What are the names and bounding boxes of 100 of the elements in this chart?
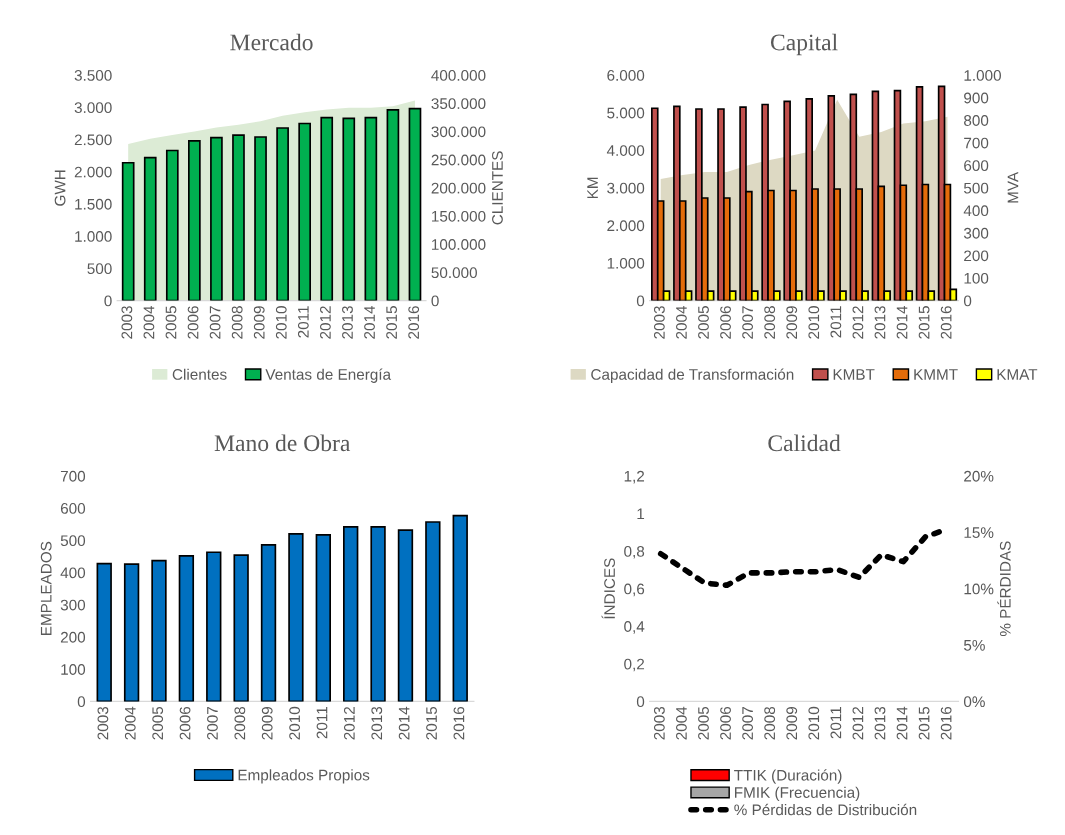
x-tick-label: 2007 xyxy=(742,707,754,740)
x-tick-label: 2016 xyxy=(940,706,952,740)
bar xyxy=(210,136,223,301)
y-tick-label: 0 xyxy=(636,295,645,307)
x-tick-label: 2009 xyxy=(786,706,798,740)
y-tick-label: 0,2 xyxy=(624,658,645,672)
y2-tick-label: 900 xyxy=(964,92,989,104)
x-tick-label: 2006 xyxy=(179,706,191,740)
bar xyxy=(298,122,312,301)
x-tick-label: 2005 xyxy=(698,706,709,740)
bar xyxy=(123,563,140,702)
y-tick-label: 1 xyxy=(637,508,645,520)
bar xyxy=(121,161,135,301)
x-tick-label: 2016 xyxy=(940,306,952,339)
bar xyxy=(320,116,334,301)
y-tick-label: 100 xyxy=(61,664,86,675)
legend-label: KMAT xyxy=(997,369,1038,380)
legend-label: FMIK (Frecuencia) xyxy=(735,786,860,801)
chart-title: Mercado xyxy=(230,33,313,51)
y-tick-label: 1.000 xyxy=(75,231,112,242)
x-tick-label: 2006 xyxy=(720,306,731,339)
x-tick-label: 2009 xyxy=(786,306,798,339)
bar xyxy=(408,107,422,301)
bar xyxy=(370,526,386,702)
x-tick-label: 2008 xyxy=(234,706,246,740)
bar xyxy=(178,554,195,702)
legend-label: KMBT xyxy=(833,369,875,380)
bar xyxy=(386,109,400,301)
legend-label: Empleados Propios xyxy=(238,769,370,784)
x-tick-label: 2005 xyxy=(152,706,164,740)
x-tick-label: 2006 xyxy=(720,706,731,740)
y-tick-label: 3.000 xyxy=(74,102,112,114)
x-tick-label: 2012 xyxy=(852,306,864,339)
y-tick-label: 300 xyxy=(60,599,86,611)
x-tick-label: 2010 xyxy=(808,706,820,740)
x-tick-label: 2014 xyxy=(896,305,908,339)
x-tick-label: 2015 xyxy=(386,306,398,339)
bar xyxy=(343,526,359,702)
bar xyxy=(397,529,414,702)
x-tick-label: 2016 xyxy=(453,706,465,740)
y2-tick-label: 100 xyxy=(964,272,989,284)
x-tick-label: 2013 xyxy=(874,306,886,339)
y-tick-label: 0 xyxy=(636,696,645,708)
y2-tick-label: 250.000 xyxy=(431,154,486,166)
bar xyxy=(315,534,331,702)
y2-tick-label: 0 xyxy=(963,295,972,307)
y-axis-title: GWH xyxy=(54,170,66,206)
y-tick-label: 500 xyxy=(87,263,112,275)
x-tick-label: 2011 xyxy=(830,306,842,338)
y-tick-label: 0,8 xyxy=(624,545,645,559)
y-tick-label: 3.500 xyxy=(74,70,112,81)
x-tick-label: 2015 xyxy=(918,706,930,740)
legend-label: Clientes xyxy=(172,368,227,380)
legend-label: % Pérdidas de Distribución xyxy=(734,803,917,816)
y-axis-title: KM xyxy=(587,177,598,199)
y-axis-title: EMPLEADOS xyxy=(40,541,52,635)
x-tick-label: 2013 xyxy=(874,706,886,740)
y-tick-label: 1.500 xyxy=(75,198,112,210)
x-tick-label: 2012 xyxy=(852,707,864,740)
y2-tick-label: 500 xyxy=(963,182,989,194)
chart-title: Calidad xyxy=(768,434,841,452)
y2-tick-label: 0 xyxy=(431,295,439,307)
y-tick-label: 700 xyxy=(60,470,86,482)
x-tick-label: 2015 xyxy=(426,706,437,740)
x-tick-label: 2016 xyxy=(408,306,420,339)
y-axis-title: ÍNDICES xyxy=(601,558,615,619)
y-tick-label: 3.000 xyxy=(607,182,645,194)
y2-tick-label: 800 xyxy=(964,115,989,126)
x-tick-label: 2011 xyxy=(316,707,328,739)
y-tick-label: 0 xyxy=(104,295,112,307)
legend-label: Capacidad de Transformación xyxy=(591,368,794,383)
x-tick-label: 2007 xyxy=(209,306,221,339)
x-tick-label: 2003 xyxy=(653,306,665,339)
x-tick-label: 2003 xyxy=(97,706,109,740)
x-tick-label: 2010 xyxy=(808,306,820,339)
y2-tick-label: 400 xyxy=(963,205,989,217)
x-tick-label: 2008 xyxy=(764,306,776,339)
y2-tick-label: 700 xyxy=(964,137,989,149)
y-tick-label: 2.500 xyxy=(74,134,112,146)
bar xyxy=(232,134,245,301)
y2-axis-title: MVA xyxy=(1007,171,1019,203)
y2-axis-title: CLIENTES xyxy=(492,151,503,225)
x-tick-label: 2004 xyxy=(676,706,687,740)
x-tick-label: 2009 xyxy=(253,306,265,339)
bar xyxy=(233,554,249,702)
x-tick-label: 2006 xyxy=(187,306,199,339)
y-tick-label: 1,2 xyxy=(624,470,645,484)
y2-tick-label: 600 xyxy=(964,160,989,172)
y2-tick-label: 150.000 xyxy=(432,210,486,222)
bar xyxy=(425,521,441,702)
x-tick-label: 2004 xyxy=(124,706,136,740)
x-tick-label: 2005 xyxy=(698,306,709,339)
bar xyxy=(260,544,277,702)
x-tick-label: 2009 xyxy=(261,706,273,740)
y2-tick-label: 20% xyxy=(964,470,994,482)
y2-tick-label: 200.000 xyxy=(431,182,486,194)
y2-tick-label: 400.000 xyxy=(431,70,486,81)
x-tick-label: 2012 xyxy=(343,707,355,740)
x-tick-label: 2003 xyxy=(653,706,665,740)
y2-tick-label: 50.000 xyxy=(431,267,477,279)
